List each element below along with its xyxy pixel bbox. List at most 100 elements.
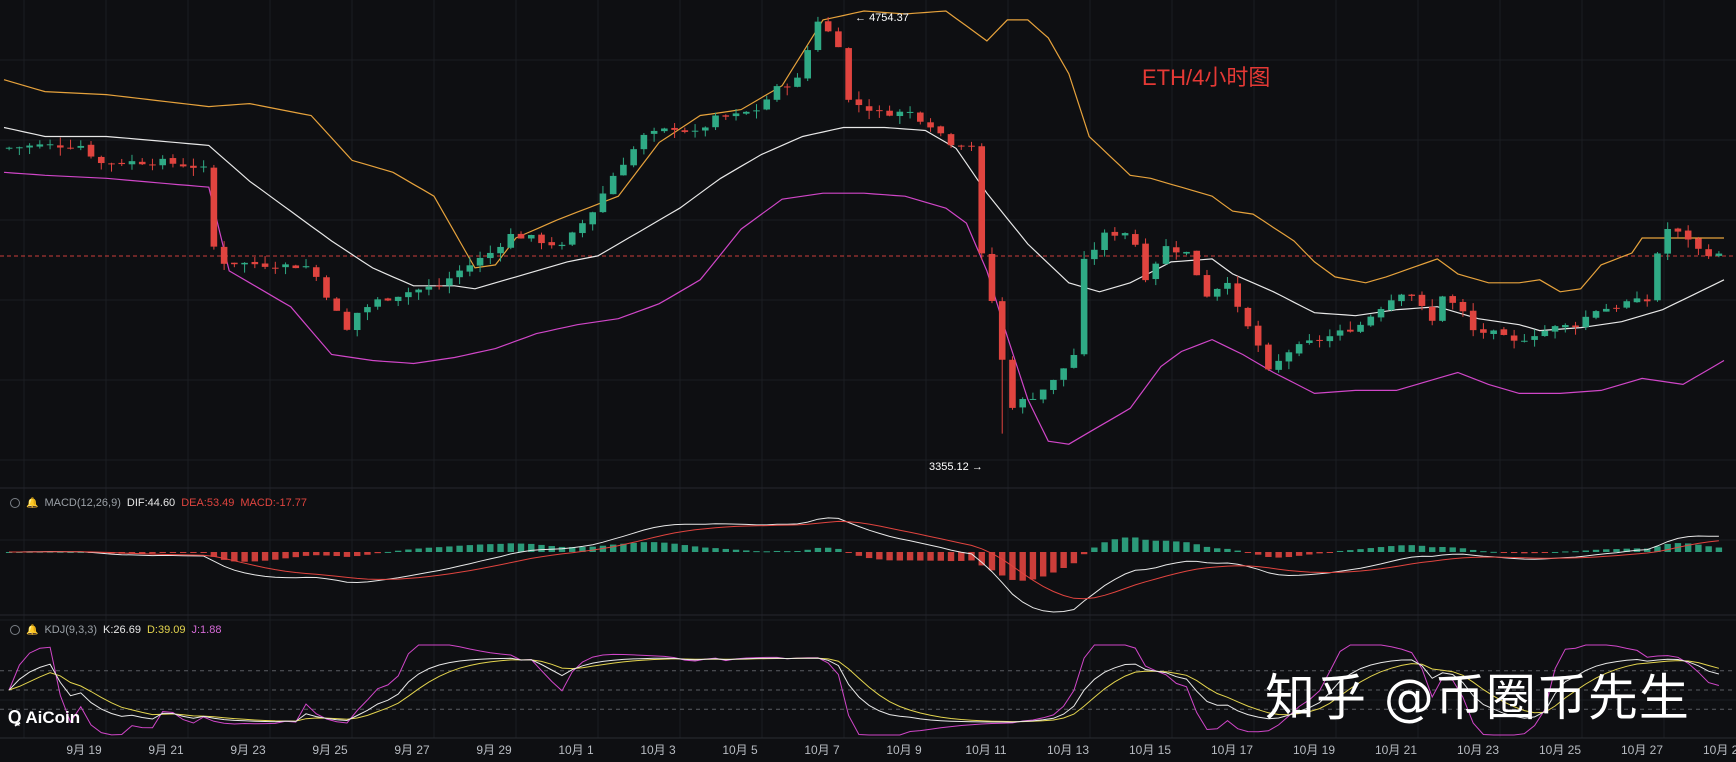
macd-histogram-bar — [569, 547, 576, 552]
collapse-toggle-icon[interactable] — [10, 625, 20, 635]
macd-histogram-bar — [425, 547, 433, 552]
candle-body — [1275, 360, 1282, 370]
x-tick-label: 10月 19 — [1292, 743, 1336, 757]
macd-histogram-bar — [1295, 552, 1303, 556]
candle-body — [1521, 340, 1528, 342]
x-tick-label: 10月 13 — [1046, 743, 1090, 757]
macd-histogram-bar — [497, 543, 504, 552]
candle-body — [589, 212, 596, 225]
candle-body — [1336, 330, 1344, 336]
macd-histogram-bar — [333, 552, 340, 557]
candle-body — [1091, 249, 1098, 260]
candle-body — [937, 126, 945, 134]
macd-histogram-bar — [630, 542, 637, 552]
macd-histogram-bar — [1500, 552, 1508, 553]
macd-histogram-bar — [282, 552, 289, 559]
macd-histogram-bar — [1060, 552, 1067, 568]
candle-body — [650, 130, 658, 134]
candle-body — [1633, 298, 1641, 303]
macd-histogram-bar — [190, 552, 197, 553]
macd-histogram-bar — [1275, 552, 1282, 558]
candle-body — [1172, 247, 1180, 253]
macd-histogram-bar — [999, 552, 1006, 576]
macd-histogram-bar — [845, 552, 852, 553]
x-tick-label: 10月 9 — [886, 743, 922, 757]
candle-body — [1398, 294, 1405, 302]
macd-histogram-bar — [681, 545, 689, 552]
kdj-j-value: J:1.88 — [191, 624, 222, 636]
macd-histogram-bar — [906, 552, 914, 561]
macd-histogram-bar — [1173, 541, 1180, 552]
x-tick-label: 10月 15 — [1128, 743, 1172, 757]
macd-histogram-bar — [1418, 545, 1426, 552]
candle-body — [855, 99, 863, 106]
x-tick-label: 10月 17 — [1210, 743, 1254, 757]
candle-body — [865, 106, 873, 111]
candle-body — [661, 128, 668, 132]
low-price-tag: 3355.12 → — [929, 461, 983, 473]
x-tick-label: 10月 7 — [804, 743, 840, 757]
candle-body — [312, 267, 320, 277]
alert-bell-icon[interactable]: 🔔 — [26, 624, 39, 636]
x-tick-label: 9月 19 — [66, 743, 102, 757]
macd-histogram-bar — [702, 547, 709, 552]
candle-body — [1152, 263, 1160, 280]
candle-body — [1602, 308, 1610, 312]
candle-body — [1582, 316, 1590, 328]
candle-body — [476, 257, 484, 266]
macd-histogram-bar — [415, 548, 422, 552]
macd-histogram-bar — [1244, 552, 1252, 553]
candle-body — [394, 296, 402, 302]
candle-body — [251, 261, 259, 265]
candle-body — [16, 147, 23, 149]
x-tick-label: 9月 21 — [148, 743, 184, 757]
candle-body — [702, 127, 709, 131]
candle-body — [497, 246, 504, 254]
candle-body — [97, 156, 105, 164]
macd-histogram-bar — [1684, 543, 1692, 552]
macd-histogram-bar — [128, 552, 136, 554]
candle-body — [1705, 249, 1712, 257]
candle-body — [722, 115, 730, 117]
candle-body — [712, 115, 719, 128]
candle-body — [527, 235, 535, 239]
candle-body — [1551, 326, 1559, 332]
macd-histogram-bar — [1162, 540, 1170, 552]
candle-body — [845, 48, 852, 100]
candle-body — [988, 253, 996, 301]
candle-body — [1316, 339, 1323, 341]
macd-histogram-bar — [1091, 547, 1098, 552]
macd-histogram-bar — [661, 542, 668, 552]
candle-body — [814, 21, 822, 51]
candle-body — [896, 111, 904, 117]
candle-body — [1347, 329, 1354, 332]
macd-histogram-bar — [671, 543, 678, 552]
candle-body — [917, 112, 924, 122]
kdj-label: KDJ(9,3,3) — [44, 624, 98, 636]
candle-body — [374, 299, 381, 307]
collapse-toggle-icon[interactable] — [10, 498, 20, 508]
macd-histogram-bar — [384, 551, 392, 553]
macd-histogram-bar — [466, 545, 474, 552]
candle-body — [1695, 238, 1702, 249]
candle-body — [763, 99, 771, 110]
candle-body — [957, 145, 965, 147]
macd-histogram-bar — [1050, 552, 1057, 573]
zhihu-watermark: 知乎 @币圈币先生 — [1265, 669, 1690, 727]
macd-histogram-bar — [1357, 549, 1364, 552]
macd-histogram-bar — [1695, 544, 1702, 552]
chart-title: ETH/4小时图 — [1142, 65, 1271, 90]
candle-body — [1060, 368, 1067, 380]
macd-histogram-bar — [1582, 550, 1589, 552]
candle-body — [302, 266, 310, 268]
macd-histogram-bar — [1541, 552, 1549, 553]
candle-body — [1613, 307, 1620, 309]
macd-histogram-bar — [609, 544, 617, 552]
alert-bell-icon[interactable]: 🔔 — [26, 497, 39, 509]
macd-histogram-bar — [241, 552, 248, 562]
candle-body — [783, 86, 791, 88]
candle-body — [773, 86, 781, 100]
macd-histogram-bar — [579, 546, 586, 552]
macd-histogram-bar — [917, 552, 924, 561]
